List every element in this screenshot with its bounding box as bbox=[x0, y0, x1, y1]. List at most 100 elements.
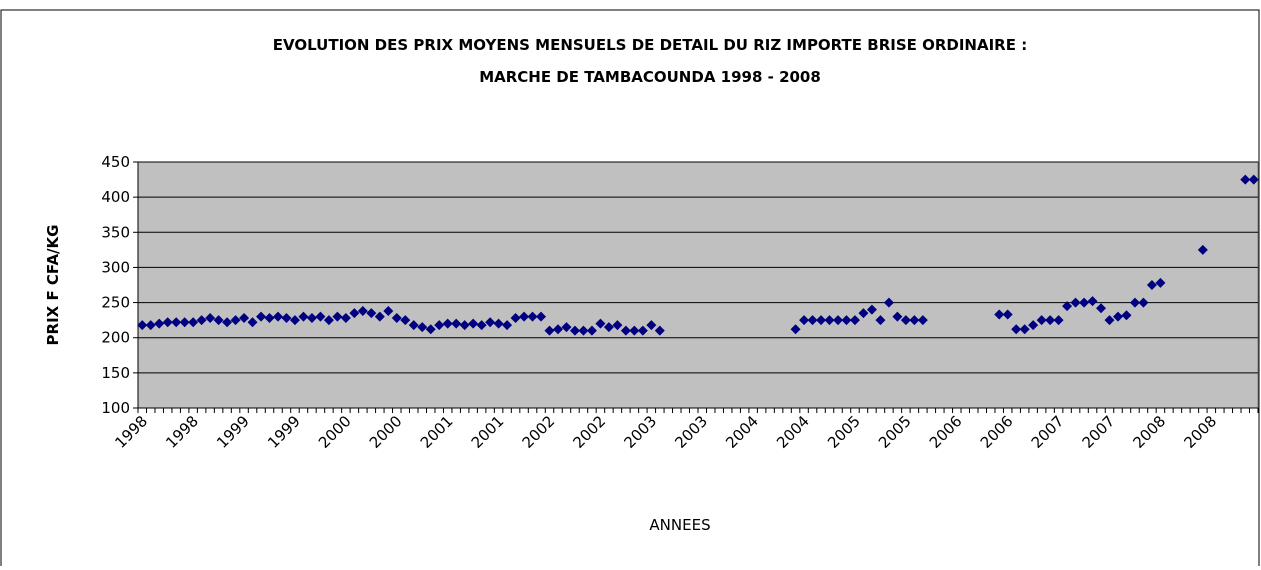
marker bbox=[544, 325, 555, 336]
chart-subtitle: MARCHE DE TAMBACOUNDA 1998 - 2008 bbox=[479, 68, 821, 86]
marker bbox=[1070, 297, 1081, 308]
marker bbox=[485, 317, 496, 328]
marker bbox=[824, 315, 835, 326]
y-tick-label: 100 bbox=[101, 399, 130, 417]
marker bbox=[171, 317, 182, 328]
marker bbox=[1113, 311, 1123, 322]
marker bbox=[553, 324, 563, 335]
marker bbox=[400, 315, 411, 326]
marker bbox=[222, 317, 233, 328]
marker bbox=[1087, 296, 1098, 307]
marker bbox=[883, 297, 894, 308]
marker bbox=[289, 315, 300, 326]
marker bbox=[451, 318, 462, 329]
marker bbox=[858, 308, 869, 319]
marker bbox=[654, 325, 665, 336]
marker bbox=[417, 322, 428, 333]
marker bbox=[332, 311, 343, 322]
marker bbox=[849, 315, 860, 326]
marker bbox=[468, 318, 479, 329]
marker bbox=[1079, 297, 1090, 308]
marker bbox=[374, 311, 385, 322]
y-tick-label: 300 bbox=[101, 258, 130, 276]
marker bbox=[1121, 310, 1132, 321]
marker bbox=[603, 322, 614, 333]
marker bbox=[196, 315, 207, 326]
marker bbox=[1028, 320, 1039, 331]
marker bbox=[162, 317, 173, 328]
marker bbox=[1062, 301, 1073, 312]
x-axis-title: ANNEES bbox=[649, 516, 710, 534]
marker bbox=[357, 306, 368, 317]
marker bbox=[527, 311, 538, 322]
marker bbox=[205, 313, 216, 324]
y-tick-label: 400 bbox=[101, 188, 130, 206]
marker bbox=[595, 318, 606, 329]
marker bbox=[909, 315, 920, 326]
marker bbox=[841, 315, 852, 326]
marker bbox=[586, 325, 597, 336]
marker bbox=[536, 311, 547, 322]
marker bbox=[519, 311, 530, 322]
marker bbox=[807, 315, 818, 326]
y-tick-label: 250 bbox=[101, 294, 130, 312]
marker bbox=[247, 317, 258, 328]
marker bbox=[629, 325, 640, 336]
marker bbox=[1002, 309, 1013, 320]
marker bbox=[349, 308, 360, 319]
marker bbox=[239, 313, 250, 324]
marker bbox=[620, 325, 631, 336]
marker bbox=[1248, 174, 1259, 185]
marker bbox=[1096, 303, 1107, 314]
marker bbox=[875, 315, 886, 326]
marker bbox=[510, 313, 521, 324]
marker bbox=[1036, 315, 1047, 326]
marker bbox=[493, 318, 504, 329]
marker bbox=[154, 318, 165, 329]
marker bbox=[612, 320, 623, 331]
marker bbox=[340, 313, 351, 324]
marker bbox=[383, 306, 394, 317]
marker bbox=[256, 311, 267, 322]
marker bbox=[1019, 324, 1030, 335]
marker bbox=[816, 315, 827, 326]
marker bbox=[1104, 315, 1115, 326]
chart-title: EVOLUTION DES PRIX MOYENS MENSUELS DE DE… bbox=[273, 36, 1027, 54]
marker bbox=[502, 320, 513, 331]
marker bbox=[866, 304, 877, 315]
marker bbox=[476, 320, 487, 331]
marker bbox=[790, 324, 801, 335]
marker bbox=[273, 311, 283, 322]
marker bbox=[561, 322, 572, 333]
marker bbox=[442, 318, 453, 329]
marker bbox=[145, 320, 156, 331]
marker bbox=[900, 315, 911, 326]
marker bbox=[230, 315, 241, 326]
marker bbox=[892, 311, 903, 322]
marker bbox=[1045, 315, 1056, 326]
marker bbox=[391, 313, 402, 324]
marker bbox=[578, 325, 589, 336]
marker bbox=[281, 313, 292, 324]
marker bbox=[994, 309, 1005, 320]
marker bbox=[637, 325, 648, 336]
y-tick-label: 200 bbox=[101, 329, 130, 347]
marker bbox=[1197, 244, 1208, 255]
marker bbox=[188, 317, 199, 328]
y-axis-title: PRIX F CFA/KG bbox=[44, 225, 62, 346]
marker bbox=[1240, 174, 1251, 185]
marker bbox=[434, 320, 445, 331]
marker bbox=[264, 313, 275, 324]
marker bbox=[323, 315, 334, 326]
marker bbox=[917, 315, 928, 326]
plot-area bbox=[137, 161, 1259, 409]
marker bbox=[1146, 280, 1157, 290]
marker bbox=[1053, 315, 1064, 326]
marker bbox=[799, 315, 810, 326]
marker bbox=[833, 315, 843, 326]
y-tick-label: 450 bbox=[101, 153, 130, 171]
marker bbox=[459, 320, 470, 331]
marker bbox=[1129, 297, 1140, 308]
marker bbox=[569, 325, 580, 336]
